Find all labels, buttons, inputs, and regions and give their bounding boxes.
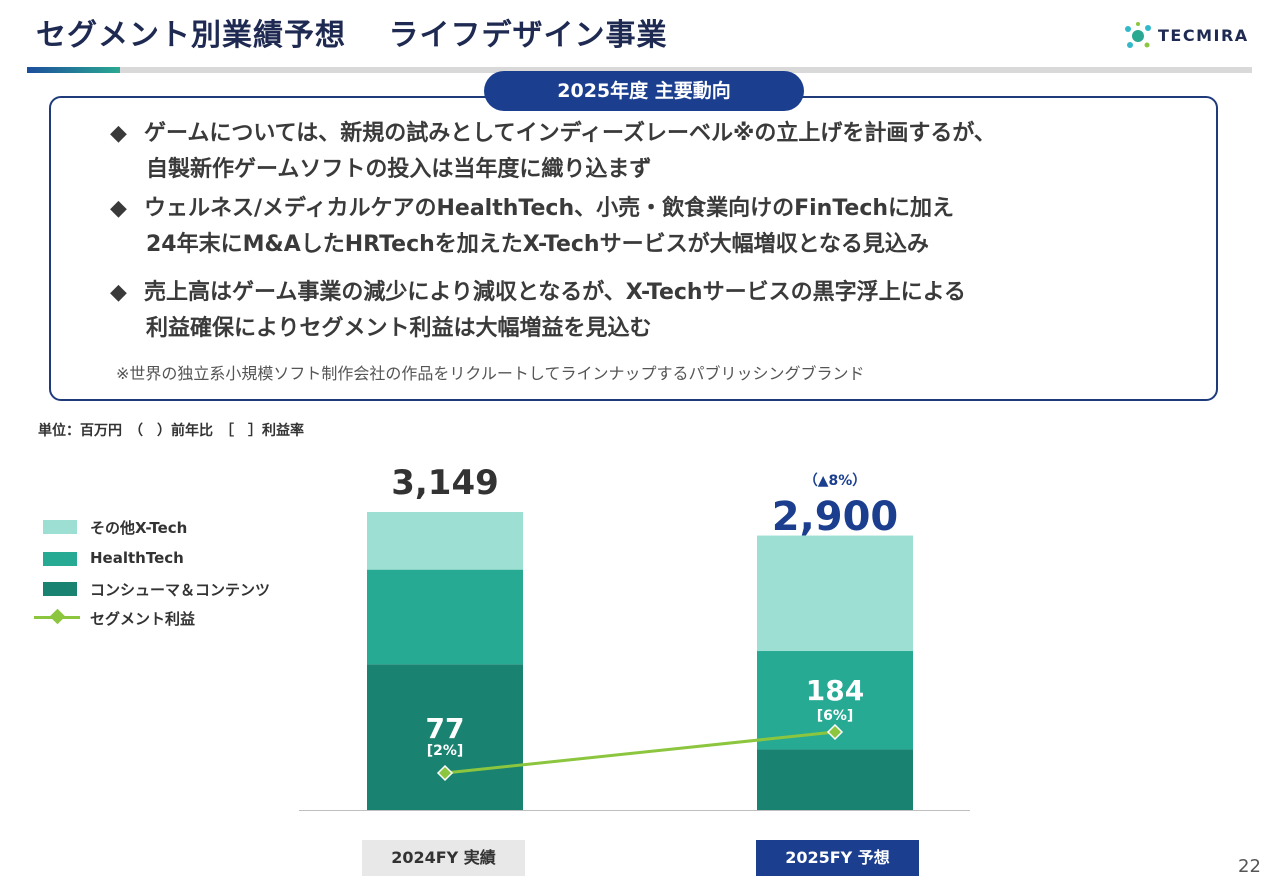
legend-item-other-xtech: その他X-Tech bbox=[40, 516, 300, 537]
legend-label: HealthTech bbox=[90, 549, 184, 567]
legend-item-consumer: コンシューマ＆コンテンツ bbox=[40, 578, 300, 599]
bar-segment bbox=[757, 749, 913, 810]
legend-swatch bbox=[43, 552, 77, 566]
page-title: セグメント別業績予想 ライフデザイン事業 bbox=[36, 18, 668, 53]
title-divider-accent bbox=[27, 67, 120, 73]
diamond-bullet-icon: ◆ bbox=[110, 196, 127, 221]
bar-segment bbox=[367, 512, 523, 570]
profit-label: 184 bbox=[806, 674, 864, 707]
logo-icon bbox=[1125, 22, 1151, 48]
title-divider bbox=[27, 67, 1252, 73]
footnote: ※世界の独立系小規模ソフト制作会社の作品をリクルートしてラインナップするパブリッ… bbox=[116, 364, 865, 383]
bullet-line: ウェルネス/メディカルケアのHealthTech、小売・飲食業向けのFinTec… bbox=[144, 196, 955, 221]
highlight-bullet: ◆ ゲームについては、新規の試みとしてインディーズレーベル※の立上げを計画するが、… bbox=[110, 116, 996, 188]
yoy-label: （▲8%） bbox=[804, 473, 867, 489]
diamond-bullet-icon: ◆ bbox=[110, 280, 127, 305]
profit-label: 77 bbox=[426, 712, 465, 745]
margin-label: [2%] bbox=[427, 743, 464, 759]
page-number: 22 bbox=[1238, 856, 1261, 877]
profit-line bbox=[444, 730, 836, 775]
bar-segment bbox=[367, 664, 523, 810]
highlight-bullet: ◆ ウェルネス/メディカルケアのHealthTech、小売・飲食業向けのFinTe… bbox=[110, 191, 954, 263]
highlights-label: 2025年度 主要動向 bbox=[484, 71, 804, 111]
bar-segment bbox=[757, 535, 913, 652]
total-label: 3,149 bbox=[391, 463, 499, 503]
bullet-line: ゲームについては、新規の試みとしてインディーズレーベル※の立上げを計画するが、 bbox=[144, 121, 996, 146]
legend-swatch bbox=[43, 520, 77, 534]
company-logo: TECMIRA bbox=[1122, 20, 1252, 54]
logo-text: TECMIRA bbox=[1158, 26, 1249, 45]
units-note: 単位：百万円 （ ）前年比 ［ ］利益率 bbox=[38, 423, 304, 439]
legend-label: セグメント利益 bbox=[90, 610, 196, 628]
highlights-box bbox=[49, 96, 1218, 401]
legend-label: コンシューマ＆コンテンツ bbox=[90, 581, 271, 599]
category-label-forecast: 2025FY 予想 bbox=[756, 840, 919, 876]
bullet-line: 売上高はゲーム事業の減少により減収となるが、X-Techサービスの黒字浮上による bbox=[144, 280, 966, 305]
margin-label: [6%] bbox=[817, 708, 854, 724]
highlight-bullet: ◆ 売上高はゲーム事業の減少により減収となるが、X-Techサービスの黒字浮上によ… bbox=[110, 275, 966, 347]
legend-label: その他X-Tech bbox=[90, 519, 188, 537]
bullet-line: 24年末にM&AしたHRTechを加えたX-Techサービスが大幅増収となる見込… bbox=[146, 232, 929, 257]
profit-point bbox=[436, 764, 454, 782]
bullet-line: 自製新作ゲームソフトの投入は当年度に織り込まず bbox=[146, 157, 652, 182]
legend-swatch bbox=[43, 582, 77, 596]
legend-item-healthtech: HealthTech bbox=[40, 548, 300, 568]
legend-item-segment-profit: セグメント利益 bbox=[34, 607, 300, 628]
category-label-actual: 2024FY 実績 bbox=[362, 840, 525, 876]
bullet-line: 利益確保によりセグメント利益は大幅増益を見込む bbox=[146, 316, 652, 341]
total-label: 2,900 bbox=[772, 494, 899, 540]
profit-point bbox=[826, 723, 844, 741]
diamond-bullet-icon: ◆ bbox=[110, 121, 127, 146]
bar-segment bbox=[367, 569, 523, 665]
